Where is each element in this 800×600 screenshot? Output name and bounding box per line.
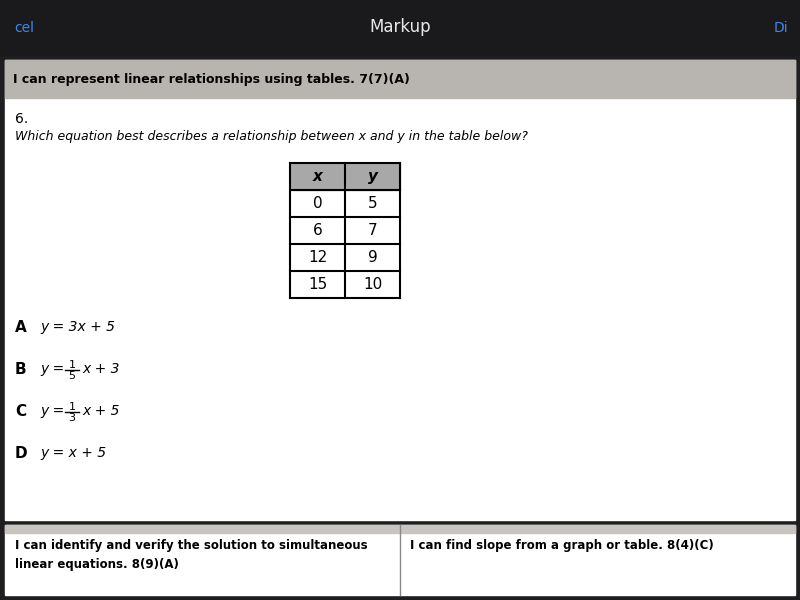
Text: 0: 0 bbox=[313, 196, 322, 211]
Text: Di: Di bbox=[774, 20, 788, 34]
Text: I can identify and verify the solution to simultaneous
linear equations. 8(9)(A): I can identify and verify the solution t… bbox=[15, 539, 368, 571]
Text: x: x bbox=[313, 169, 322, 184]
Text: cel: cel bbox=[14, 20, 34, 34]
Text: D: D bbox=[15, 446, 28, 461]
Text: 5: 5 bbox=[368, 196, 378, 211]
Text: y = x + 5: y = x + 5 bbox=[40, 446, 106, 460]
Text: 10: 10 bbox=[363, 277, 382, 292]
Text: x + 5: x + 5 bbox=[82, 404, 119, 418]
Text: B: B bbox=[15, 362, 26, 377]
Text: 15: 15 bbox=[308, 277, 327, 292]
Bar bbox=[290, 163, 400, 190]
Text: A: A bbox=[15, 320, 26, 335]
Text: I can find slope from a graph or table. 8(4)(C): I can find slope from a graph or table. … bbox=[410, 539, 714, 552]
Text: 5: 5 bbox=[69, 371, 75, 381]
Text: x + 3: x + 3 bbox=[82, 362, 119, 376]
Text: Markup: Markup bbox=[369, 19, 431, 37]
Bar bbox=[5, 525, 795, 533]
Bar bbox=[5, 60, 795, 520]
Text: 6: 6 bbox=[313, 223, 322, 238]
Bar bbox=[290, 163, 400, 298]
Text: 1: 1 bbox=[69, 402, 75, 412]
Text: y: y bbox=[367, 169, 378, 184]
Text: I can represent linear relationships using tables. 7(7)(A): I can represent linear relationships usi… bbox=[13, 73, 410, 85]
Bar bbox=[0, 0, 800, 55]
Text: y =: y = bbox=[40, 362, 69, 376]
Text: 7: 7 bbox=[368, 223, 378, 238]
Text: y =: y = bbox=[40, 404, 69, 418]
Text: 3: 3 bbox=[69, 413, 75, 423]
Text: 6.: 6. bbox=[15, 112, 28, 126]
Text: 1: 1 bbox=[69, 360, 75, 370]
Text: y = 3x + 5: y = 3x + 5 bbox=[40, 320, 115, 334]
Bar bbox=[5, 60, 795, 98]
Text: C: C bbox=[15, 404, 26, 419]
Text: 9: 9 bbox=[368, 250, 378, 265]
Text: 12: 12 bbox=[308, 250, 327, 265]
Bar bbox=[5, 525, 795, 595]
Text: Which equation best describes a relationship between x and y in the table below?: Which equation best describes a relation… bbox=[15, 130, 528, 143]
